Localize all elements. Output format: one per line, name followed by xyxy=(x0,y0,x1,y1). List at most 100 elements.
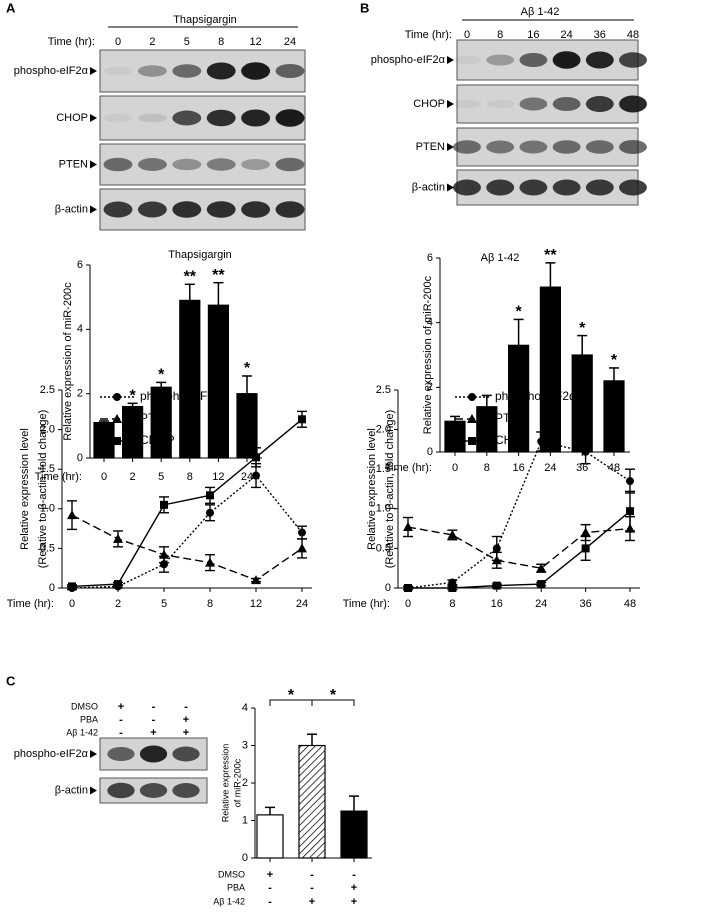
arrow xyxy=(90,750,97,758)
arrow xyxy=(90,786,97,795)
point xyxy=(297,543,307,553)
blot-band xyxy=(619,179,647,196)
significance: * xyxy=(244,360,251,377)
treatment-mark: - xyxy=(152,714,156,726)
blot-row-label: β-actin xyxy=(55,203,88,215)
treatment-mark: + xyxy=(150,727,156,739)
treatment-mark: - xyxy=(184,701,188,713)
series-line xyxy=(407,526,631,569)
treatment-mark: + xyxy=(118,701,124,713)
blot-title: Aβ 1-42 xyxy=(521,6,560,18)
treatment-name: Aβ 1-42 xyxy=(66,727,98,737)
lane-label: 2 xyxy=(149,36,155,48)
series-line xyxy=(71,474,303,589)
blot-band xyxy=(275,64,305,78)
blot-row-label: phospho-eIF2α xyxy=(371,54,446,66)
time-label: Time (hr): xyxy=(48,36,95,48)
treatment-name: DMSO xyxy=(71,701,98,711)
x-axis-label: Time (hr): xyxy=(343,598,390,610)
y-axis-label: Relative expression of miR-200c xyxy=(62,282,74,441)
blot-band xyxy=(585,179,614,196)
bar xyxy=(603,380,625,453)
blot-band xyxy=(139,745,168,763)
blot-band xyxy=(172,201,202,218)
bar xyxy=(298,744,326,859)
blot-band xyxy=(107,747,135,761)
blot-band xyxy=(172,158,202,171)
treatment-mark: - xyxy=(119,714,123,726)
significance: ** xyxy=(544,247,557,264)
y-tick-label: 1.5 xyxy=(376,463,391,475)
x-tick-label: 0 xyxy=(452,462,458,474)
y-axis-label: of miR-200c xyxy=(232,758,242,807)
treatment-mark: + xyxy=(351,882,357,894)
x-tick-label: 24 xyxy=(544,462,556,474)
blot-band xyxy=(206,158,236,171)
blot-band xyxy=(241,159,271,170)
treatment-mark: - xyxy=(310,869,314,881)
blot-band xyxy=(585,140,614,154)
blot-title: Thapsigargin xyxy=(173,14,237,26)
point xyxy=(468,393,476,401)
arrow xyxy=(90,114,97,122)
point xyxy=(448,584,457,592)
bar xyxy=(539,286,562,453)
x-tick-label: 5 xyxy=(161,598,167,610)
blot-band xyxy=(552,179,581,196)
x-tick-label: 24 xyxy=(535,598,547,610)
x-tick-label: 8 xyxy=(187,471,193,483)
significance: ** xyxy=(212,267,225,284)
series-line xyxy=(407,440,631,589)
panel-label: B xyxy=(360,0,369,15)
series-line xyxy=(71,514,303,581)
point xyxy=(581,447,590,456)
point xyxy=(626,477,634,486)
legend-label: PTEN xyxy=(495,411,527,425)
legend-label: phospho-eIF2α xyxy=(495,389,576,403)
blot-band xyxy=(206,201,236,218)
blot-image xyxy=(99,188,306,231)
y-tick-label: 2.0 xyxy=(376,424,391,436)
blot-band xyxy=(172,64,202,78)
point xyxy=(114,580,122,589)
y-tick-label: 0.5 xyxy=(376,542,391,554)
y-axis-label: Relative expression of miR-200c xyxy=(422,275,434,434)
blot-row-label: CHOP xyxy=(56,112,88,124)
point xyxy=(298,528,306,537)
blot-band xyxy=(172,746,200,762)
bar xyxy=(476,406,498,453)
treatment-mark: + xyxy=(309,896,315,908)
point xyxy=(403,522,413,532)
blot-band xyxy=(137,113,167,123)
x-tick-label: 48 xyxy=(624,598,636,610)
blot-band xyxy=(519,179,548,196)
bar xyxy=(340,810,368,859)
point xyxy=(113,393,121,401)
blot-band xyxy=(486,99,515,109)
blot-band xyxy=(103,113,133,123)
treatment-mark: - xyxy=(310,882,314,894)
blot-band xyxy=(519,140,548,154)
y-tick-label: 2 xyxy=(77,388,83,400)
x-tick-label: 16 xyxy=(512,462,524,474)
treatment-mark: - xyxy=(352,869,356,881)
y-axis-label: Relative expression xyxy=(220,744,230,823)
x-tick-label: 8 xyxy=(484,462,490,474)
x-tick-label: 16 xyxy=(491,598,503,610)
treatment-name: Aβ 1-42 xyxy=(213,896,245,906)
point xyxy=(251,575,261,585)
blot-row-label: phospho-eIF2α xyxy=(14,65,89,77)
blot-band xyxy=(137,158,167,171)
point xyxy=(206,491,214,500)
blot-band xyxy=(519,97,548,111)
x-axis-label: Time (hr): xyxy=(35,471,82,483)
blot-band xyxy=(552,140,581,154)
blot-band xyxy=(619,95,647,113)
blot-image xyxy=(99,143,306,186)
lane-label: 8 xyxy=(497,29,503,41)
point xyxy=(581,544,590,553)
point xyxy=(536,563,547,573)
point xyxy=(537,580,546,589)
